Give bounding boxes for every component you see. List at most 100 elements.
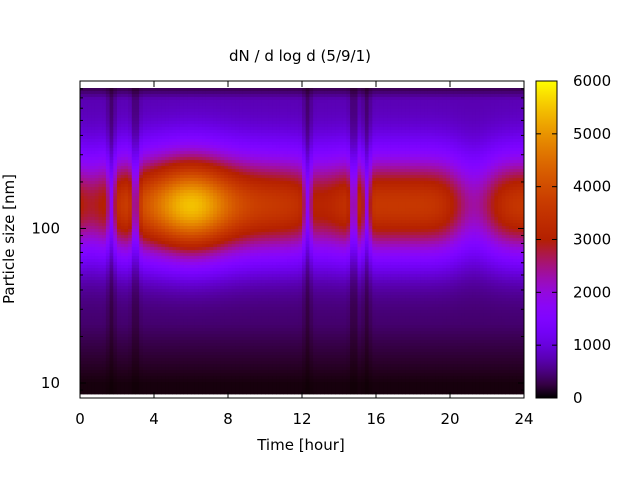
heatmap-cell	[179, 181, 184, 185]
heatmap-cell	[202, 250, 207, 254]
heatmap-cell	[205, 253, 210, 257]
heatmap-cell	[187, 376, 192, 380]
heatmap-cell	[113, 148, 118, 152]
heatmap-cell	[228, 139, 233, 143]
heatmap-cell	[157, 349, 162, 353]
heatmap-cell	[80, 277, 85, 281]
heatmap-cell	[179, 310, 184, 314]
heatmap-cell	[154, 178, 159, 182]
heatmap-cell	[253, 220, 258, 224]
heatmap-cell	[253, 112, 258, 116]
heatmap-cell	[172, 262, 177, 266]
heatmap-cell	[142, 259, 147, 263]
heatmap-cell	[250, 148, 255, 152]
heatmap-cell	[117, 205, 122, 209]
heatmap-cell	[205, 190, 210, 194]
heatmap-cell	[168, 145, 173, 149]
heatmap-cell	[209, 259, 214, 263]
heatmap-cell	[228, 364, 233, 368]
heatmap-cell	[94, 130, 99, 134]
heatmap-cell	[191, 217, 196, 221]
heatmap-cell	[187, 385, 192, 389]
heatmap-cell	[257, 226, 262, 230]
heatmap-cell	[154, 238, 159, 242]
heatmap-cell	[131, 112, 136, 116]
heatmap-cell	[194, 313, 199, 317]
heatmap-cell	[161, 301, 166, 305]
heatmap-cell	[213, 244, 218, 248]
heatmap-cell	[102, 97, 107, 101]
heatmap-cell	[135, 331, 140, 335]
heatmap-cell	[205, 328, 210, 332]
heatmap-cell	[131, 187, 136, 191]
heatmap-cell	[216, 247, 221, 251]
heatmap-cell	[161, 235, 166, 239]
heatmap-cell	[113, 175, 118, 179]
heatmap-cell	[98, 229, 103, 233]
heatmap-cell	[150, 118, 155, 122]
heatmap-cell	[124, 322, 129, 326]
heatmap-cell	[235, 256, 240, 260]
heatmap-cell	[198, 346, 203, 350]
heatmap-cell	[231, 391, 236, 395]
heatmap-cell	[242, 178, 247, 182]
heatmap-cell	[228, 97, 233, 101]
heatmap-cell	[213, 142, 218, 146]
heatmap-cell	[154, 376, 159, 380]
heatmap-cell	[154, 313, 159, 317]
heatmap-cell	[117, 376, 122, 380]
heatmap-cell	[109, 343, 114, 347]
heatmap-cell	[202, 220, 207, 224]
heatmap-cell	[161, 91, 166, 95]
heatmap-cell	[224, 130, 229, 134]
heatmap-cell	[168, 133, 173, 137]
heatmap-cell	[165, 283, 170, 287]
heatmap-cell	[161, 109, 166, 113]
heatmap-cell	[172, 295, 177, 299]
heatmap-cell	[120, 139, 125, 143]
heatmap-cell	[157, 268, 162, 272]
heatmap-cell	[205, 256, 210, 260]
heatmap-cell	[102, 361, 107, 365]
heatmap-cell	[194, 103, 199, 107]
heatmap-cell	[135, 187, 140, 191]
heatmap-cell	[87, 184, 92, 188]
heatmap-cell	[83, 193, 88, 197]
heatmap-cell	[157, 337, 162, 341]
heatmap-cell	[139, 151, 144, 155]
heatmap-cell	[168, 271, 173, 275]
heatmap-cell	[176, 181, 181, 185]
heatmap-cell	[202, 223, 207, 227]
heatmap-cell	[80, 346, 85, 350]
heatmap-cell	[191, 268, 196, 272]
heatmap-cell	[150, 289, 155, 293]
heatmap-cell	[120, 127, 125, 131]
heatmap-cell	[239, 118, 244, 122]
heatmap-cell	[131, 283, 136, 287]
heatmap-cell	[98, 361, 103, 365]
heatmap-cell	[191, 148, 196, 152]
heatmap-cell	[161, 283, 166, 287]
heatmap-cell	[154, 142, 159, 146]
heatmap-cell	[135, 268, 140, 272]
heatmap-cell	[165, 277, 170, 281]
heatmap-cell	[187, 205, 192, 209]
heatmap-cell	[216, 289, 221, 293]
heatmap-cell	[91, 295, 96, 299]
heatmap-cell	[194, 346, 199, 350]
heatmap-cell	[228, 202, 233, 206]
heatmap-cell	[131, 391, 136, 395]
heatmap-cell	[257, 280, 262, 284]
heatmap-cell	[191, 373, 196, 377]
heatmap-cell	[246, 91, 251, 95]
heatmap-cell	[80, 295, 85, 299]
heatmap-cell	[102, 322, 107, 326]
heatmap-cell	[235, 259, 240, 263]
heatmap-cell	[168, 205, 173, 209]
heatmap-cell	[257, 346, 262, 350]
heatmap-cell	[94, 115, 99, 119]
heatmap-cell	[120, 379, 125, 383]
heatmap-cell	[105, 385, 110, 389]
heatmap-cell	[239, 283, 244, 287]
heatmap-cell	[139, 214, 144, 218]
